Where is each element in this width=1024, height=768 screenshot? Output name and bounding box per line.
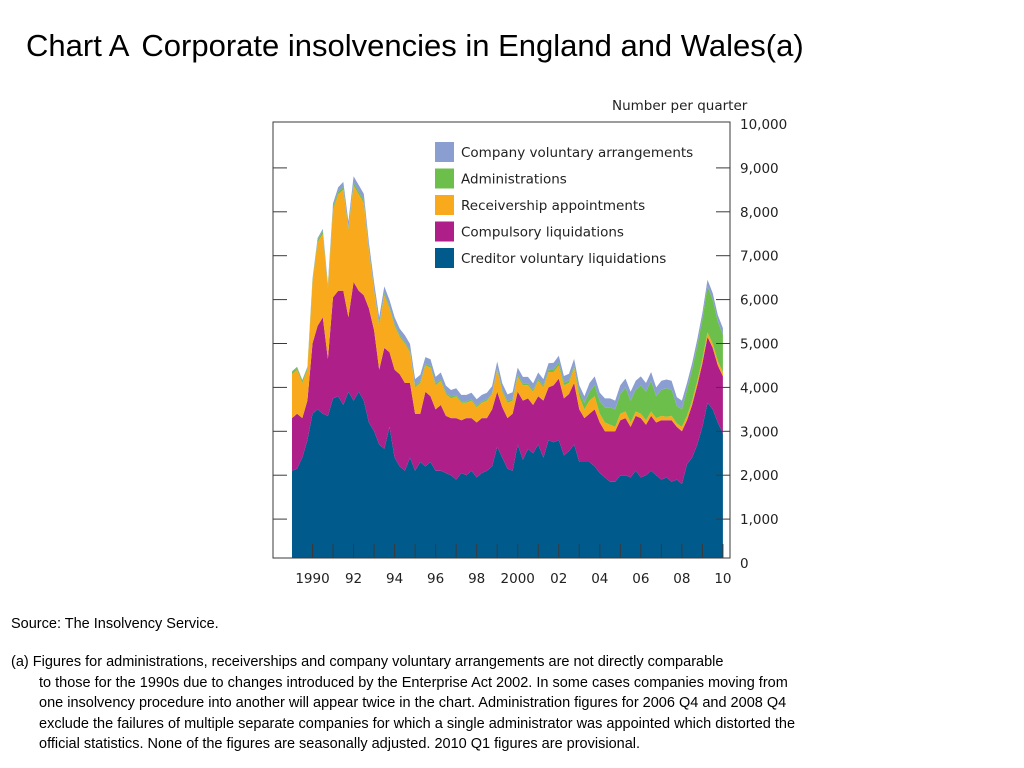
- footnote-line: exclude the failures of multiple separat…: [39, 715, 796, 732]
- legend-swatch: [435, 142, 454, 162]
- x-tick-label: 96: [427, 571, 444, 587]
- y-tick-label: 5,000: [740, 337, 779, 353]
- x-tick-label: 02: [550, 571, 567, 587]
- area-series: [292, 282, 723, 484]
- area-series: [292, 176, 723, 410]
- legend-label: Receivership appointments: [461, 198, 645, 214]
- x-tick-label: 2000: [501, 571, 535, 587]
- y-tick-label: 10,000: [740, 117, 787, 133]
- x-tick-label: 08: [673, 571, 690, 587]
- legend-swatch: [435, 195, 454, 215]
- area-series: [292, 391, 723, 558]
- y-axis: 0 1,000 2,000 3,000 4,000 5,000 6,000 7,000 8,00…: [273, 117, 787, 572]
- legend: Company voluntary arrangements Administra…: [435, 142, 693, 268]
- y-tick-label: 1,000: [740, 512, 779, 528]
- legend-label: Compulsory liquidations: [461, 225, 624, 241]
- plot-frame: [272, 121, 731, 559]
- legend-label: Creditor voluntary liquidations: [461, 251, 666, 267]
- x-tick-label: 10: [714, 571, 731, 587]
- y-tick-label: 7,000: [740, 249, 779, 265]
- legend-label: Administrations: [461, 172, 567, 188]
- legend-swatch: [435, 248, 454, 268]
- y-tick-label: 6,000: [740, 293, 779, 309]
- x-tick-label: 04: [591, 571, 608, 587]
- y-tick-label: 4,000: [740, 380, 779, 396]
- x-tick-label: 98: [468, 571, 485, 587]
- units-label: Number per quarter: [612, 98, 748, 114]
- footnote-line: official statistics. None of the figures…: [39, 736, 641, 752]
- chart-title-prefix: Chart A: [26, 28, 130, 63]
- footnote: (a) Figures for administrations, receive…: [11, 652, 1011, 755]
- legend-swatch: [435, 221, 454, 242]
- y-tick-label: 9,000: [740, 161, 779, 177]
- stacked-area-chart: 0 1,000 2,000 3,000 4,000 5,000 6,000 7,000 8,00…: [272, 98, 787, 587]
- x-tick-label: 1990: [295, 571, 329, 587]
- x-axis: 1990 92 94 96 98 2000 02 04 06 08 10: [295, 544, 732, 587]
- footnote-line: to those for the 1990s due to changes in…: [39, 674, 788, 691]
- x-tick-label: 06: [632, 571, 649, 587]
- footnote-line: (a) Figures for administrations, receive…: [11, 654, 724, 670]
- y-tick-label: 0: [740, 556, 749, 572]
- area-series-group: [273, 176, 730, 568]
- y-tick-label: 3,000: [740, 424, 779, 440]
- footnote-line: one insolvency procedure into another wi…: [39, 695, 787, 711]
- y-tick-label: 8,000: [740, 205, 779, 221]
- chart-title: Chart A Corporate insolvencies in England…: [26, 28, 804, 64]
- plot-bottom-mask: [273, 558, 730, 568]
- source-note: Source: The Insolvency Service.: [11, 616, 219, 632]
- x-tick-label: 94: [386, 571, 403, 587]
- legend-label: Company voluntary arrangements: [461, 145, 693, 161]
- legend-swatch: [435, 168, 454, 189]
- y-tick-label: 2,000: [740, 468, 779, 484]
- x-tick-label: 92: [345, 571, 362, 587]
- area-series: [292, 185, 723, 432]
- chart-title-main: Corporate insolvencies in England and Wa…: [141, 28, 804, 63]
